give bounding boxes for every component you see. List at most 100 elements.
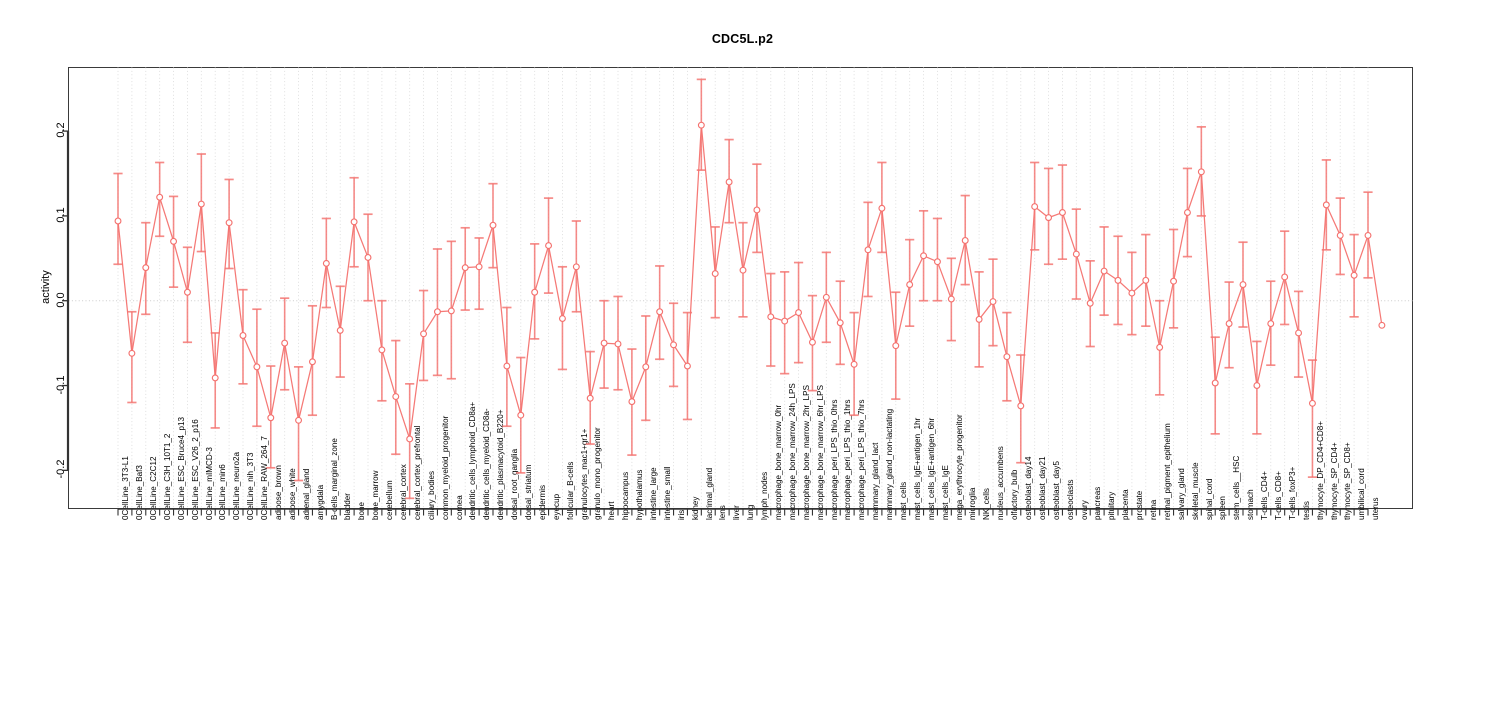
x-axis-tick-label: macrophage_peri_LPS_thio_7hrs	[857, 398, 867, 520]
x-axis-tick-label: uterus	[1371, 497, 1381, 520]
x-axis-tick-label: 0CellLine_nih_3T3	[246, 452, 256, 520]
y-axis-tick-label: 0.1	[54, 207, 67, 223]
chart-title: CDC5L.p2	[711, 32, 774, 46]
x-axis-tick-label: dorsal_striatum	[523, 464, 533, 520]
x-axis-tick-label: cerebral_cortex_prefrontal	[412, 425, 422, 520]
x-axis-tick-label: pituitary	[1107, 491, 1117, 520]
x-axis-tick-label: skeletal_muscle	[1190, 461, 1200, 520]
x-axis-tick-label: spinal_cord	[1204, 478, 1214, 520]
x-axis-tick-label: lacrimal_gland	[704, 467, 714, 520]
x-axis-tick-label: testis	[1301, 500, 1311, 520]
x-axis-tick-label: thymocyte_DP_CD4+CD8+	[1315, 420, 1325, 520]
x-axis-tick-label: macrophage_peri_LPS_thio_1hrs	[843, 398, 853, 520]
x-axis-tick-label: dendritic_plasmacytoid_B220+	[496, 409, 506, 520]
x-axis-tick-label: 0CellLine_min6	[218, 463, 228, 520]
x-axis-tick-label: heart	[607, 501, 617, 520]
x-axis-tick-label: olfactory_bulb	[1010, 469, 1020, 520]
x-axis-tick-label: 0CellLine_RAW_264_7	[260, 435, 270, 520]
x-axis-tick-label: microglia	[968, 487, 978, 520]
x-axis-tick-label: mast_cells_IgE	[940, 464, 950, 520]
x-axis-tick-label: placenta	[1121, 488, 1131, 520]
y-axis-tick-label: -0.2	[54, 459, 67, 479]
x-axis-tick-label: NK_cells	[982, 487, 992, 520]
x-axis-tick-label: granulo_mono_progenitor	[593, 426, 603, 520]
y-axis-tick-label: -0.1	[54, 375, 67, 394]
x-axis-tick-label: 0CellLine_mIMCD-3	[204, 446, 214, 520]
x-axis-tick-label: ciliary_bodies	[426, 470, 436, 520]
x-axis-tick-label: follicular_B-cells	[565, 461, 575, 520]
y-axis-label: activity	[40, 270, 52, 304]
x-axis-tick-label: stem_cells__HSC	[1232, 455, 1242, 520]
x-axis-tick-label: granulocytes_mac1+gr1+	[579, 428, 589, 520]
x-axis-tick-label: retinal_pigment_epithelium	[1162, 422, 1172, 520]
x-axis-tick-label: dendritic_cells_lymphoid_CD8a+	[468, 401, 478, 520]
x-axis-tick-label: 0CellLine_Baf3	[135, 464, 145, 520]
x-axis-tick-label: mega_erythrocyte_progenitor	[954, 413, 964, 520]
x-axis-tick-label: hippocampus	[621, 471, 631, 520]
x-axis-tick-label: prostate	[1135, 490, 1145, 520]
x-axis-tick-label: macrophage_bone_marrow_2hr_LPS	[801, 384, 811, 520]
x-axis-tick-label: thymocyte_SP_CD4+	[1329, 441, 1339, 520]
x-axis-tick-label: iris	[676, 509, 686, 520]
x-axis-tick-label: osteoblast_day14	[1023, 456, 1033, 520]
x-axis-tick-label: adipose_white	[287, 467, 297, 520]
x-axis-tick-label: mammary_gland_lact	[871, 442, 881, 520]
x-axis-tick-label: mammary_gland_non-lactating	[885, 408, 895, 520]
x-axis-tick-label: retina	[1148, 499, 1158, 520]
x-axis-tick-label: cornea	[454, 494, 464, 520]
x-axis-tick-label: common_myeloid_progenitor	[440, 415, 450, 520]
x-axis-tick-label: bone_marrow	[371, 470, 381, 520]
x-axis-tick-label: macrophage_bone_marrow_0hr	[773, 404, 783, 520]
x-axis-tick-label: osteoblast_day21	[1037, 456, 1047, 520]
x-axis-tick-label: T-cells_CD4+	[1260, 470, 1270, 520]
x-axis-tick-label: dendritic_cells_myeloid_CD8a-	[482, 407, 492, 520]
x-axis-tick-label: adrenal_gland	[301, 468, 311, 520]
x-axis-tick-label: thymocyte_SP_CD8+	[1343, 441, 1353, 520]
x-axis-tick-label: macrophage_peri_LPS_thio_0hrs	[829, 398, 839, 520]
x-axis-tick-label: pancreas	[1093, 486, 1103, 520]
x-axis-tick-label: kidney	[690, 496, 700, 520]
x-axis-tick-label: osteoblast_day5	[1051, 460, 1061, 520]
x-axis-tick-label: lens	[718, 504, 728, 520]
x-axis-tick-label: intestine_large	[648, 466, 658, 520]
x-axis-tick-label: 0CellLine_ESC_V26_2_p16	[190, 418, 200, 520]
x-axis-tick-label: bladder	[343, 492, 353, 520]
x-axis-tick-label: macrophage_bone_marrow_6hr_LPS	[815, 384, 825, 520]
x-axis-tick-label: macrophage_bone_marrow_24h_LPS	[787, 382, 797, 520]
x-axis-tick-label: intestine_small	[662, 465, 672, 520]
x-axis-tick-label: stomach	[1246, 488, 1256, 520]
x-axis-tick-label: cerebellum	[385, 479, 395, 520]
x-axis-tick-label: nucleus_accumbens	[996, 445, 1006, 520]
x-axis-tick-label: osteoclasts	[1065, 479, 1075, 520]
x-axis-tick-label: salivary_gland	[1176, 467, 1186, 520]
plot-frame	[68, 67, 1413, 509]
x-axis-tick-label: cerebral_cortex	[398, 463, 408, 520]
x-axis-tick-label: mast_cells_IgE+antigen_1hr	[912, 417, 922, 520]
x-axis-tick-label: ovary	[1079, 499, 1089, 520]
x-axis-tick-label: mast_cells	[898, 481, 908, 520]
x-axis-tick-label: eyecup	[551, 493, 561, 520]
x-axis-tick-label: lung	[746, 504, 756, 520]
x-axis-tick-label: bone	[357, 501, 367, 520]
x-axis-tick-label: lymph_nodes	[760, 471, 770, 520]
x-axis-tick-label: B-cells_marginal_zone	[329, 437, 339, 520]
x-axis-tick-label: 0CellLine_C2C12	[148, 456, 158, 520]
x-axis-tick-label: 0CellLine_3T3-L1	[121, 455, 131, 520]
x-axis-tick-label: hypothalamus	[635, 469, 645, 520]
x-axis-tick-label: liver	[732, 504, 742, 520]
x-axis-tick-label: adipose_brown	[273, 464, 283, 520]
x-axis-tick-label: umbilical_cord	[1357, 467, 1367, 520]
x-axis-tick-label: dorsal_root_ganglia	[510, 448, 520, 520]
x-axis-tick-label: mast_cells_IgE+antigen_6hr	[926, 417, 936, 520]
y-axis-tick-label: 0.0	[54, 292, 67, 308]
x-axis-tick-label: epidermis	[537, 484, 547, 520]
x-axis-tick-label: 0CellLine_neuro2a	[232, 451, 242, 520]
y-axis-tick-label: 0.2	[54, 122, 67, 138]
x-axis-tick-label: T-cells_CD8+	[1273, 470, 1283, 520]
x-axis-tick-label: spleen	[1218, 495, 1228, 520]
x-axis-tick-label: amygdala	[315, 484, 325, 520]
x-axis-tick-label: 0CellLine_C3H_10T1_2	[162, 433, 172, 520]
x-axis-tick-label: T-cells_foxP3+	[1287, 466, 1297, 520]
x-axis-tick-label: 0CellLine_ESC_Bruce4_p13	[176, 416, 186, 520]
